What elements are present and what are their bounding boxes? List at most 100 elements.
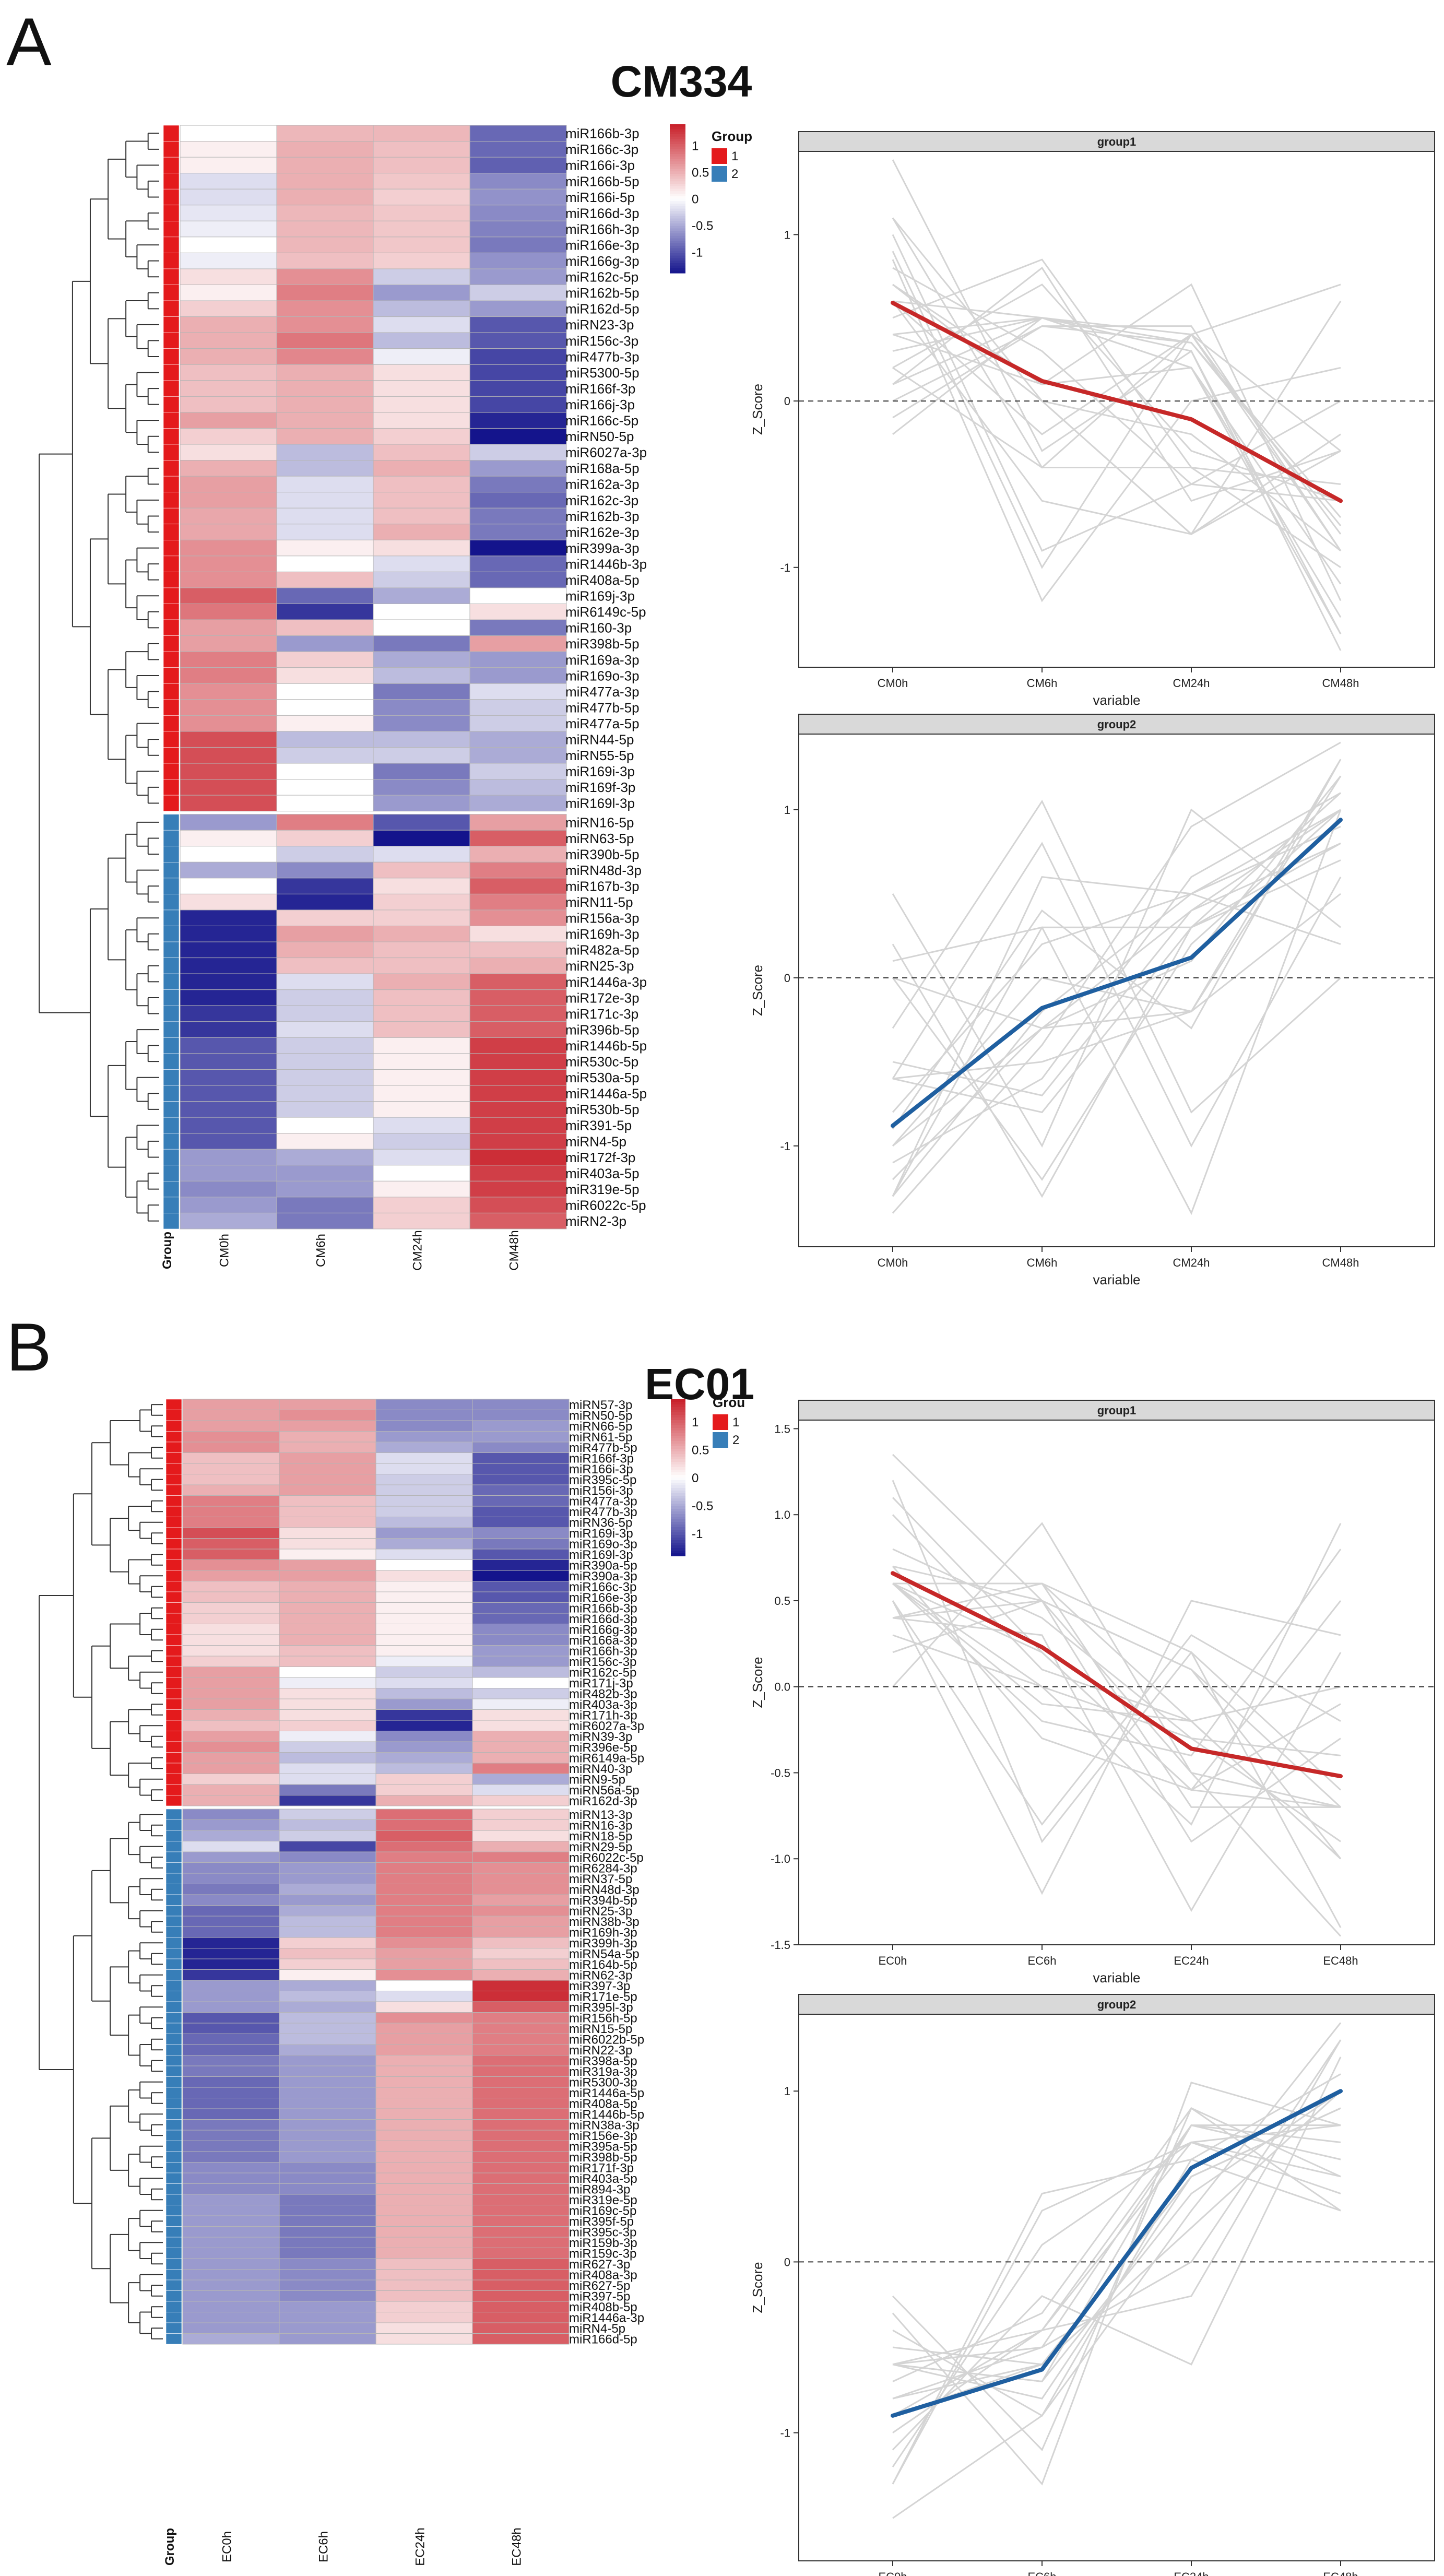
- heatmap-cell: [276, 125, 374, 142]
- heatmap-cell: [182, 2076, 280, 2088]
- heatmap-cell: [373, 763, 470, 780]
- group-annotation-cell: [165, 2279, 182, 2291]
- heatmap-cell: [373, 941, 470, 959]
- heatmap-cell: [182, 2141, 280, 2152]
- group-annotation-cell: [163, 396, 180, 413]
- heatmap-cell: [182, 2108, 280, 2120]
- heatmap-cell: [469, 396, 567, 413]
- group-annotation-cell: [163, 460, 180, 477]
- group-annotation-cell: [163, 715, 180, 732]
- heatmap-row-label: miR162c-5p: [565, 269, 638, 285]
- heatmap-cell: [182, 2130, 280, 2141]
- heatmap-row-label: miR166d-3p: [565, 205, 640, 221]
- legend-gradient-step: [670, 248, 685, 251]
- legend-gradient-step: [670, 251, 685, 254]
- heatmap-cell: [375, 1474, 473, 1485]
- heatmap-cell: [469, 683, 567, 700]
- heatmap-cell: [180, 1069, 277, 1086]
- heatmap-cell: [469, 1133, 567, 1150]
- heatmap-cell: [180, 795, 277, 812]
- heatmap-cell: [469, 524, 567, 540]
- heatmap-row-label: miR477b-5p: [565, 700, 640, 715]
- group-annotation-cell: [165, 2215, 182, 2227]
- heatmap-cell: [182, 1677, 280, 1688]
- heatmap-cell: [469, 556, 567, 572]
- group-annotation-cell: [163, 540, 180, 557]
- heatmap-cell: [182, 1667, 280, 1678]
- heatmap-row-label: miR166h-3p: [565, 221, 640, 237]
- heatmap-cell: [472, 1916, 570, 1927]
- legend-gradient-step: [671, 1470, 685, 1473]
- legend-gradient-step: [670, 188, 685, 192]
- group-annotation-cell: [163, 1133, 180, 1150]
- heatmap-cell: [276, 412, 374, 429]
- heatmap-cell: [182, 2248, 280, 2259]
- heatmap-cell: [279, 1731, 376, 1742]
- heatmap-cell: [182, 2098, 280, 2109]
- group-annotation-cell: [163, 830, 180, 847]
- legend-gradient-step: [670, 265, 685, 269]
- heatmap-row-label: miR156i-3p: [569, 1484, 633, 1498]
- legend-gradient-step: [671, 1530, 685, 1533]
- heatmap-cell: [279, 2279, 376, 2291]
- heatmap-cell: [373, 846, 470, 862]
- legend-group-swatch: [712, 148, 727, 164]
- heatmap-row-label: miR166i-3p: [565, 158, 635, 173]
- heatmap-cell: [375, 1538, 473, 1550]
- heatmap-cell: [469, 380, 567, 397]
- heatmap-row-label: miR1446b-3p: [565, 556, 647, 572]
- profile-line: [892, 300, 1342, 535]
- legend-gradient-step: [670, 159, 685, 162]
- heatmap-cell: [472, 1495, 570, 1507]
- heatmap-cell: [279, 2055, 376, 2066]
- heatmap-row-label: miR166a-3p: [569, 1634, 637, 1648]
- heatmap-cell: [375, 2333, 473, 2345]
- heatmap-cell: [276, 285, 374, 301]
- group-annotation-cell: [165, 1538, 182, 1550]
- profile-line: [892, 876, 1341, 1197]
- heatmap-cell: [373, 1149, 470, 1166]
- heatmap-cell: [472, 2258, 570, 2270]
- heatmap-cell: [472, 2151, 570, 2163]
- heatmap-row-label: miR395c-3p: [569, 2225, 636, 2239]
- legend-gradient-step: [671, 1459, 685, 1462]
- heatmap-cell: [180, 396, 277, 413]
- heatmap-row-label: miR6027a-3p: [569, 1719, 644, 1733]
- heatmap-cell: [182, 2023, 280, 2034]
- group-annotation-cell: [165, 1830, 182, 1841]
- heatmap-cell: [182, 2205, 280, 2216]
- heatmap-column-label: EC48h: [510, 2527, 524, 2566]
- heatmap-cell: [469, 157, 567, 174]
- heatmap-cell: [276, 715, 374, 732]
- heatmap-cell: [375, 1774, 473, 1785]
- row-dendrogram: [39, 1404, 163, 2339]
- heatmap-cell: [373, 460, 470, 477]
- legend-gradient-step: [670, 255, 685, 259]
- group-annotation-cell: [165, 1645, 182, 1657]
- heatmap-cell: [373, 814, 470, 831]
- profile-line: [892, 759, 1342, 1130]
- heatmap-cell: [472, 2087, 570, 2098]
- legend-gradient-step: [670, 169, 685, 172]
- heatmap-cell: [469, 846, 567, 862]
- heatmap-cell: [279, 2172, 376, 2184]
- group-annotation-cell: [165, 1506, 182, 1517]
- heatmap-cell: [182, 2194, 280, 2205]
- x-tick-label: CM6h: [1027, 1256, 1058, 1269]
- group-annotation-cell: [165, 1709, 182, 1721]
- heatmap-cell: [375, 1484, 473, 1496]
- legend-group-swatch: [713, 1432, 728, 1448]
- heatmap-row-label: miR6022c-5p: [569, 1851, 644, 1865]
- heatmap-row-label: miR477a-5p: [565, 716, 640, 731]
- heatmap-cell: [472, 1884, 570, 1895]
- heatmap-cell: [472, 1698, 570, 1710]
- heatmap-cell: [276, 1085, 374, 1102]
- group-annotation-cell: [165, 2151, 182, 2163]
- profile-line: [892, 2158, 1341, 2485]
- heatmap-cell: [180, 973, 277, 990]
- group-annotation-cell: [165, 2269, 182, 2280]
- heatmap-cell: [472, 1484, 570, 1496]
- heatmap-cell: [469, 667, 567, 684]
- legend-gradient-step: [671, 1525, 685, 1528]
- heatmap-cell: [180, 316, 277, 333]
